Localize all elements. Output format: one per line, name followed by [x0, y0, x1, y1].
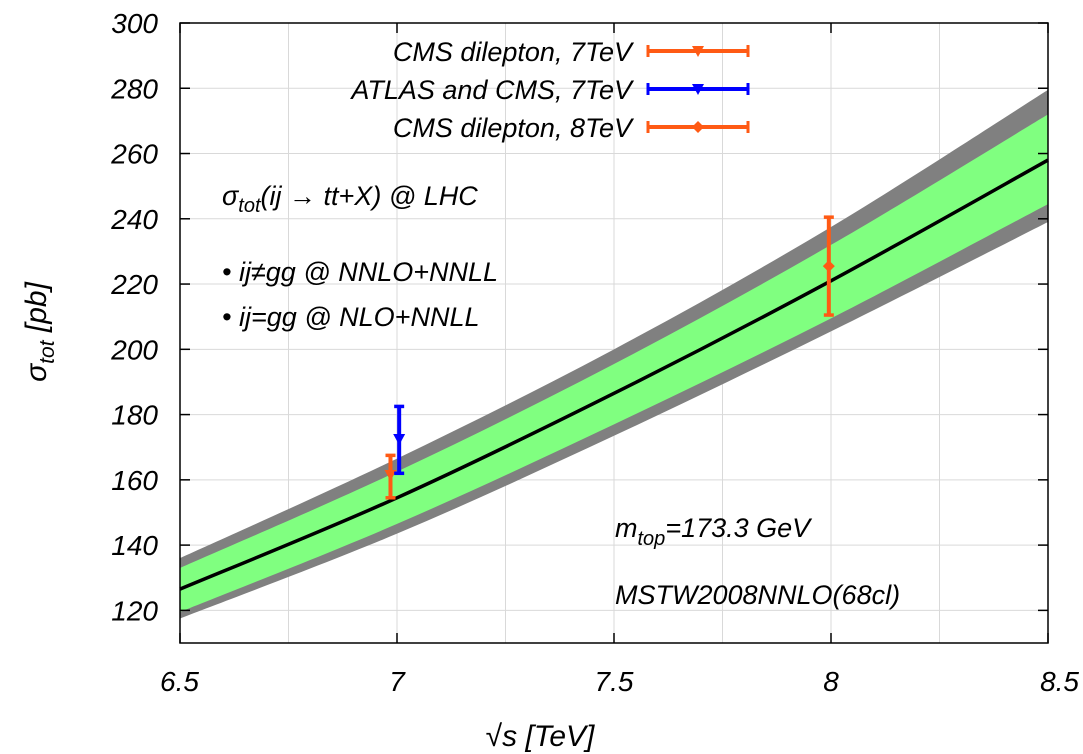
data-point: [393, 404, 406, 476]
x-tick-label: 8.5: [1040, 666, 1079, 697]
annotations: σtot(ij → tt+X) @ LHC • ij≠gg @ NNLO+NNL…: [222, 181, 900, 610]
data-marker: [384, 469, 397, 481]
process-label: σtot(ij → tt+X) @ LHC: [222, 181, 478, 217]
inner-uncertainty-band: [180, 114, 1048, 613]
x-tick-label: 6.5: [160, 666, 199, 697]
x-tick-label: 7.5: [595, 666, 634, 697]
legend-marker: [692, 84, 704, 95]
data-marker: [393, 434, 406, 446]
legend-marker: [692, 46, 704, 57]
y-tick-label: 160: [111, 465, 158, 496]
legend-label: CMS dilepton, 7TeV: [393, 37, 635, 67]
y-tick-label: 220: [110, 269, 158, 300]
theory-bands: [179, 89, 1049, 619]
central-prediction-line: [179, 158, 1049, 591]
data-point: [822, 215, 835, 317]
data-marker: [822, 260, 835, 273]
pdf-label: MSTW2008NNLO(68cl): [615, 580, 900, 610]
x-tick-label: 7: [389, 666, 406, 697]
y-axis-label-main: σ: [20, 362, 53, 382]
y-axis-label: σtot [pb]: [20, 281, 59, 381]
y-tick-label: 180: [111, 400, 158, 431]
legend-label: ATLAS and CMS, 7TeV: [349, 75, 635, 105]
y-axis-label-unit: [pb]: [20, 281, 53, 340]
y-tick-label: 140: [111, 530, 158, 561]
y-tick-label: 240: [110, 204, 158, 235]
legend: CMS dilepton, 7TeV ATLAS and CMS, 7TeV CMS…: [349, 37, 750, 143]
x-tick-label: 8: [823, 666, 839, 697]
bullet-nnlo: • ij≠gg @ NNLO+NNLL: [222, 257, 498, 287]
data-point: [384, 453, 397, 500]
y-axis-label-sub: tot: [36, 339, 59, 364]
y-tick-label: 300: [111, 8, 158, 39]
y-tick-label: 260: [110, 139, 158, 170]
axis-ticks: 120 140 160 180 200 220 240 260 280 300 6.5 7 7.5 8 8.…: [110, 8, 1079, 697]
mtop-label: mtop=173.3 GeV: [615, 513, 813, 550]
y-tick-label: 120: [111, 595, 158, 626]
y-tick-label: 280: [110, 73, 158, 104]
data-points: [384, 215, 835, 500]
bullet-nlo: • ij=gg @ NLO+NNLL: [222, 302, 479, 332]
legend-label: CMS dilepton, 8TeV: [393, 113, 635, 143]
x-axis-label: √s [TeV]: [486, 720, 595, 753]
y-tick-label: 200: [110, 334, 158, 365]
legend-marker: [692, 121, 704, 133]
